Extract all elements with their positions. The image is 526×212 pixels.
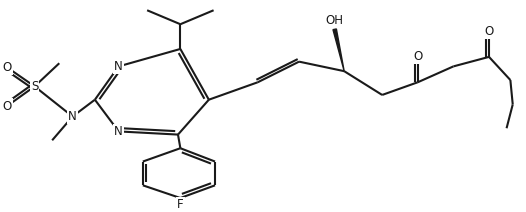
Text: N: N xyxy=(114,60,123,73)
Text: O: O xyxy=(484,25,493,38)
Text: N: N xyxy=(68,110,77,123)
Text: S: S xyxy=(31,80,38,93)
Polygon shape xyxy=(333,29,344,71)
Text: N: N xyxy=(114,125,123,138)
Text: F: F xyxy=(177,198,184,211)
Text: O: O xyxy=(413,50,422,63)
Text: OH: OH xyxy=(326,14,343,27)
Text: O: O xyxy=(3,100,12,113)
Text: O: O xyxy=(3,61,12,74)
